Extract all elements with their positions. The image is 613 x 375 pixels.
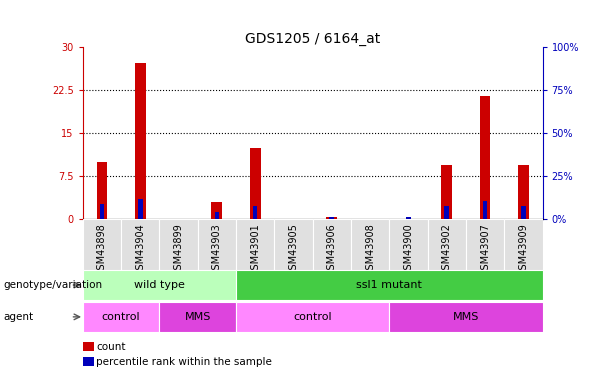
Bar bbox=[466, 219, 504, 270]
Bar bbox=[428, 219, 466, 270]
Bar bbox=[518, 165, 528, 219]
Text: MMS: MMS bbox=[185, 312, 211, 322]
Bar bbox=[83, 219, 121, 270]
Text: GSM43904: GSM43904 bbox=[135, 224, 145, 276]
Bar bbox=[275, 219, 313, 270]
Bar bbox=[100, 204, 104, 219]
Text: GSM43906: GSM43906 bbox=[327, 224, 337, 276]
Text: control: control bbox=[102, 312, 140, 322]
Bar bbox=[389, 302, 543, 332]
Text: GSM43899: GSM43899 bbox=[173, 224, 183, 276]
Text: GSM43909: GSM43909 bbox=[519, 224, 528, 276]
Bar bbox=[250, 147, 261, 219]
Bar bbox=[159, 219, 197, 270]
Bar bbox=[211, 202, 223, 219]
Bar bbox=[504, 219, 543, 270]
Bar bbox=[197, 219, 236, 270]
Text: control: control bbox=[293, 312, 332, 322]
Bar bbox=[253, 206, 257, 219]
Text: GSM43900: GSM43900 bbox=[403, 224, 413, 276]
Bar bbox=[327, 216, 337, 219]
Text: GSM43907: GSM43907 bbox=[480, 224, 490, 276]
Bar bbox=[479, 96, 490, 219]
Text: GSM43901: GSM43901 bbox=[250, 224, 260, 276]
Text: MMS: MMS bbox=[452, 312, 479, 322]
Bar bbox=[236, 270, 543, 300]
Title: GDS1205 / 6164_at: GDS1205 / 6164_at bbox=[245, 32, 380, 46]
Text: wild type: wild type bbox=[134, 280, 185, 290]
Bar bbox=[521, 206, 525, 219]
Text: count: count bbox=[96, 342, 126, 352]
Text: GSM43903: GSM43903 bbox=[212, 224, 222, 276]
Bar bbox=[97, 162, 107, 219]
Bar bbox=[330, 217, 334, 219]
Bar bbox=[83, 302, 159, 332]
Text: GSM43905: GSM43905 bbox=[289, 224, 299, 276]
Bar bbox=[121, 219, 159, 270]
Bar bbox=[483, 201, 487, 219]
Bar bbox=[236, 219, 275, 270]
Bar bbox=[236, 302, 389, 332]
Bar bbox=[135, 63, 146, 219]
Bar bbox=[138, 199, 142, 219]
Bar bbox=[444, 206, 449, 219]
Text: GSM43902: GSM43902 bbox=[442, 224, 452, 276]
Bar bbox=[406, 217, 411, 219]
Bar bbox=[441, 165, 452, 219]
Text: GSM43898: GSM43898 bbox=[97, 224, 107, 276]
Bar bbox=[313, 219, 351, 270]
Text: percentile rank within the sample: percentile rank within the sample bbox=[96, 357, 272, 367]
Bar bbox=[159, 302, 236, 332]
Bar bbox=[215, 211, 219, 219]
Bar bbox=[351, 219, 389, 270]
Bar bbox=[389, 219, 428, 270]
Text: agent: agent bbox=[3, 312, 33, 322]
Bar bbox=[83, 270, 236, 300]
Text: genotype/variation: genotype/variation bbox=[3, 280, 102, 290]
Text: ssl1 mutant: ssl1 mutant bbox=[356, 280, 422, 290]
Text: GSM43908: GSM43908 bbox=[365, 224, 375, 276]
